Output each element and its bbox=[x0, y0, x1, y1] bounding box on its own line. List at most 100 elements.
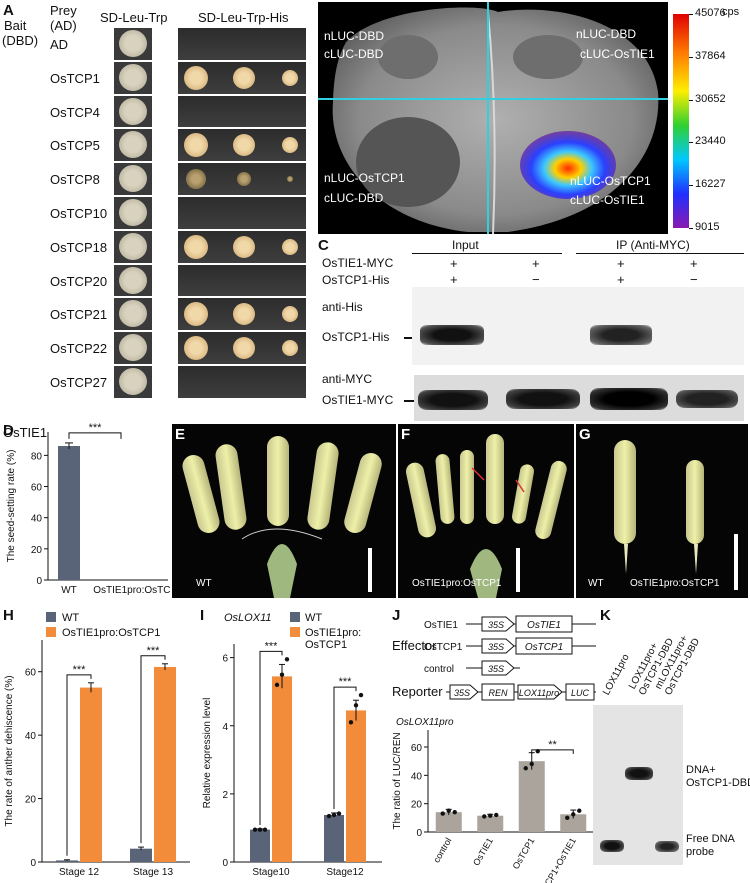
effector-name: OsTCP1 bbox=[424, 642, 463, 653]
bar bbox=[346, 710, 366, 862]
blot1-antibody: anti-His bbox=[322, 300, 363, 314]
blot2-arrow bbox=[404, 400, 414, 402]
plate-sd-leu-trp-his bbox=[178, 129, 306, 162]
sign-cell: − bbox=[532, 272, 540, 287]
legend-label-transgenic-1: OsTIE1pro: bbox=[305, 627, 361, 639]
bar bbox=[56, 860, 78, 862]
plate-sd-leu-trp-his bbox=[178, 163, 306, 195]
chart-seed-setting: 0 20 40 60 80 The seed-setting rate (%) WT OsTI… bbox=[6, 422, 170, 596]
y-axis-title: Relative expression level bbox=[202, 698, 213, 809]
bar bbox=[435, 812, 462, 832]
y-tick-label: 0 bbox=[30, 858, 36, 869]
lox11pro-arrow bbox=[517, 684, 563, 700]
y-tick-label: 2 bbox=[222, 790, 228, 801]
caption-f: OsTIE1pro:OsTCP1 bbox=[412, 578, 502, 589]
legend-label-transgenic: OsTIE1pro:OsTCP1 bbox=[62, 627, 160, 639]
blot1-band-label: OsTCP1-His bbox=[322, 330, 390, 344]
y-tick-label: 60 bbox=[25, 668, 37, 679]
x-tick-label: Stage10 bbox=[252, 867, 290, 878]
colony-spot bbox=[184, 336, 208, 361]
colony-spot bbox=[119, 199, 147, 226]
media-label-sd-leu-trp: SD-Leu-Trp bbox=[100, 10, 168, 25]
panel-label-k: K bbox=[600, 607, 611, 624]
band-label-free-b: probe bbox=[686, 846, 715, 858]
scale-bar-g bbox=[734, 534, 738, 590]
sign-cell: − bbox=[690, 272, 698, 287]
prey-label-row: AD bbox=[50, 37, 69, 52]
plate-sd-leu-trp bbox=[114, 95, 152, 128]
color-scale-tick-label: 9015 bbox=[695, 221, 720, 233]
plate-sd-leu-trp-his bbox=[178, 366, 306, 398]
prey-label-row: OsTCP18 bbox=[50, 239, 108, 255]
data-point bbox=[482, 814, 487, 819]
colony-spot bbox=[233, 303, 255, 326]
plate-sd-leu-trp-his bbox=[178, 298, 306, 331]
band-myc-lane2 bbox=[506, 389, 580, 409]
construct-diagram: OsTIE1 35S OsTIE1 OsTCP1 35S OsTCP1 control 35S… bbox=[392, 615, 596, 701]
sign-cell: + bbox=[450, 256, 458, 271]
prey-label-row: OsTCP22 bbox=[50, 341, 108, 357]
sign-cell: + bbox=[532, 256, 540, 271]
plate-sd-leu-trp-his bbox=[178, 95, 306, 128]
color-scale-tick bbox=[689, 99, 693, 101]
y-axis-title: The rate of anther dehiscence (%) bbox=[4, 675, 15, 826]
colony-spot bbox=[233, 66, 255, 89]
reporter-label: Reporter bbox=[392, 684, 443, 699]
transgenic-flower-illustration bbox=[398, 424, 574, 598]
color-scale-tick bbox=[689, 14, 693, 15]
y-tick-label: 0 bbox=[222, 858, 228, 869]
blot2-band-label: OsTIE1-MYC bbox=[322, 393, 394, 407]
sign-cell: + bbox=[617, 272, 625, 287]
data-point bbox=[274, 682, 280, 688]
gene-label: OsTCP1 bbox=[525, 642, 563, 653]
data-point bbox=[326, 813, 332, 819]
wt-flower-illustration bbox=[172, 424, 396, 598]
band-label-complex-a: DNA+ bbox=[686, 764, 716, 776]
ren-label: REN bbox=[488, 688, 508, 698]
colony-spot bbox=[184, 302, 208, 327]
prey-label-row: OsTCP21 bbox=[50, 307, 108, 323]
sig-stars: *** bbox=[265, 640, 279, 652]
sig-bracket bbox=[68, 432, 122, 439]
data-point bbox=[523, 766, 528, 771]
legend-label-transgenic-2: OsTCP1 bbox=[305, 639, 347, 651]
quad-br-line1: nLUC-OsTCP1 bbox=[570, 174, 651, 188]
color-scale-tick bbox=[689, 228, 693, 229]
legend-swatch-wt bbox=[290, 612, 300, 622]
data-point bbox=[331, 812, 337, 818]
sig-bracket bbox=[531, 749, 574, 754]
panel-f-photo: F OsTIE1pro:OsTCP1 bbox=[398, 424, 574, 598]
luc-signal bbox=[520, 131, 616, 199]
bar bbox=[80, 687, 102, 862]
infiltration-spot-bl bbox=[356, 117, 460, 207]
color-scale-tick-label: 30652 bbox=[695, 92, 726, 105]
y-tick-label: 60 bbox=[31, 483, 43, 494]
x-tick-label: OsTIE1pro:OsTCP1 bbox=[93, 585, 170, 596]
y-tick-label: 40 bbox=[411, 771, 423, 782]
quad-tr-line1: nLUC-DBD bbox=[576, 27, 636, 41]
data-point bbox=[348, 720, 354, 725]
plate-sd-leu-trp bbox=[114, 366, 152, 398]
ip-label: IP (Anti-MYC) bbox=[616, 238, 690, 252]
effector-name: OsTIE1 bbox=[424, 620, 458, 631]
effector-name: control bbox=[424, 664, 454, 675]
y-tick-label: 20 bbox=[25, 795, 37, 806]
input-label: Input bbox=[452, 238, 479, 252]
gene-box bbox=[515, 615, 573, 633]
anther-comparison-illustration bbox=[576, 424, 748, 598]
band-myc-lane3 bbox=[590, 388, 668, 410]
scale-bar-f bbox=[516, 548, 520, 592]
western-blot-his bbox=[412, 287, 744, 365]
panel-label-c: C bbox=[318, 237, 329, 254]
legend-swatch-wt bbox=[46, 612, 56, 622]
promoter-label: 35S bbox=[488, 664, 504, 674]
lane1-label: LOX11pro bbox=[601, 652, 632, 698]
quad-tl-line2: cLUC-DBD bbox=[324, 47, 384, 61]
bait-name: OsTIE1 bbox=[3, 425, 48, 440]
bar bbox=[518, 761, 545, 832]
arrow-red-1 bbox=[471, 467, 485, 481]
color-scale-tick-label: 23440 bbox=[695, 135, 726, 148]
data-point bbox=[452, 809, 457, 815]
sig-stars: *** bbox=[147, 645, 161, 657]
plate-sd-leu-trp bbox=[114, 28, 152, 60]
